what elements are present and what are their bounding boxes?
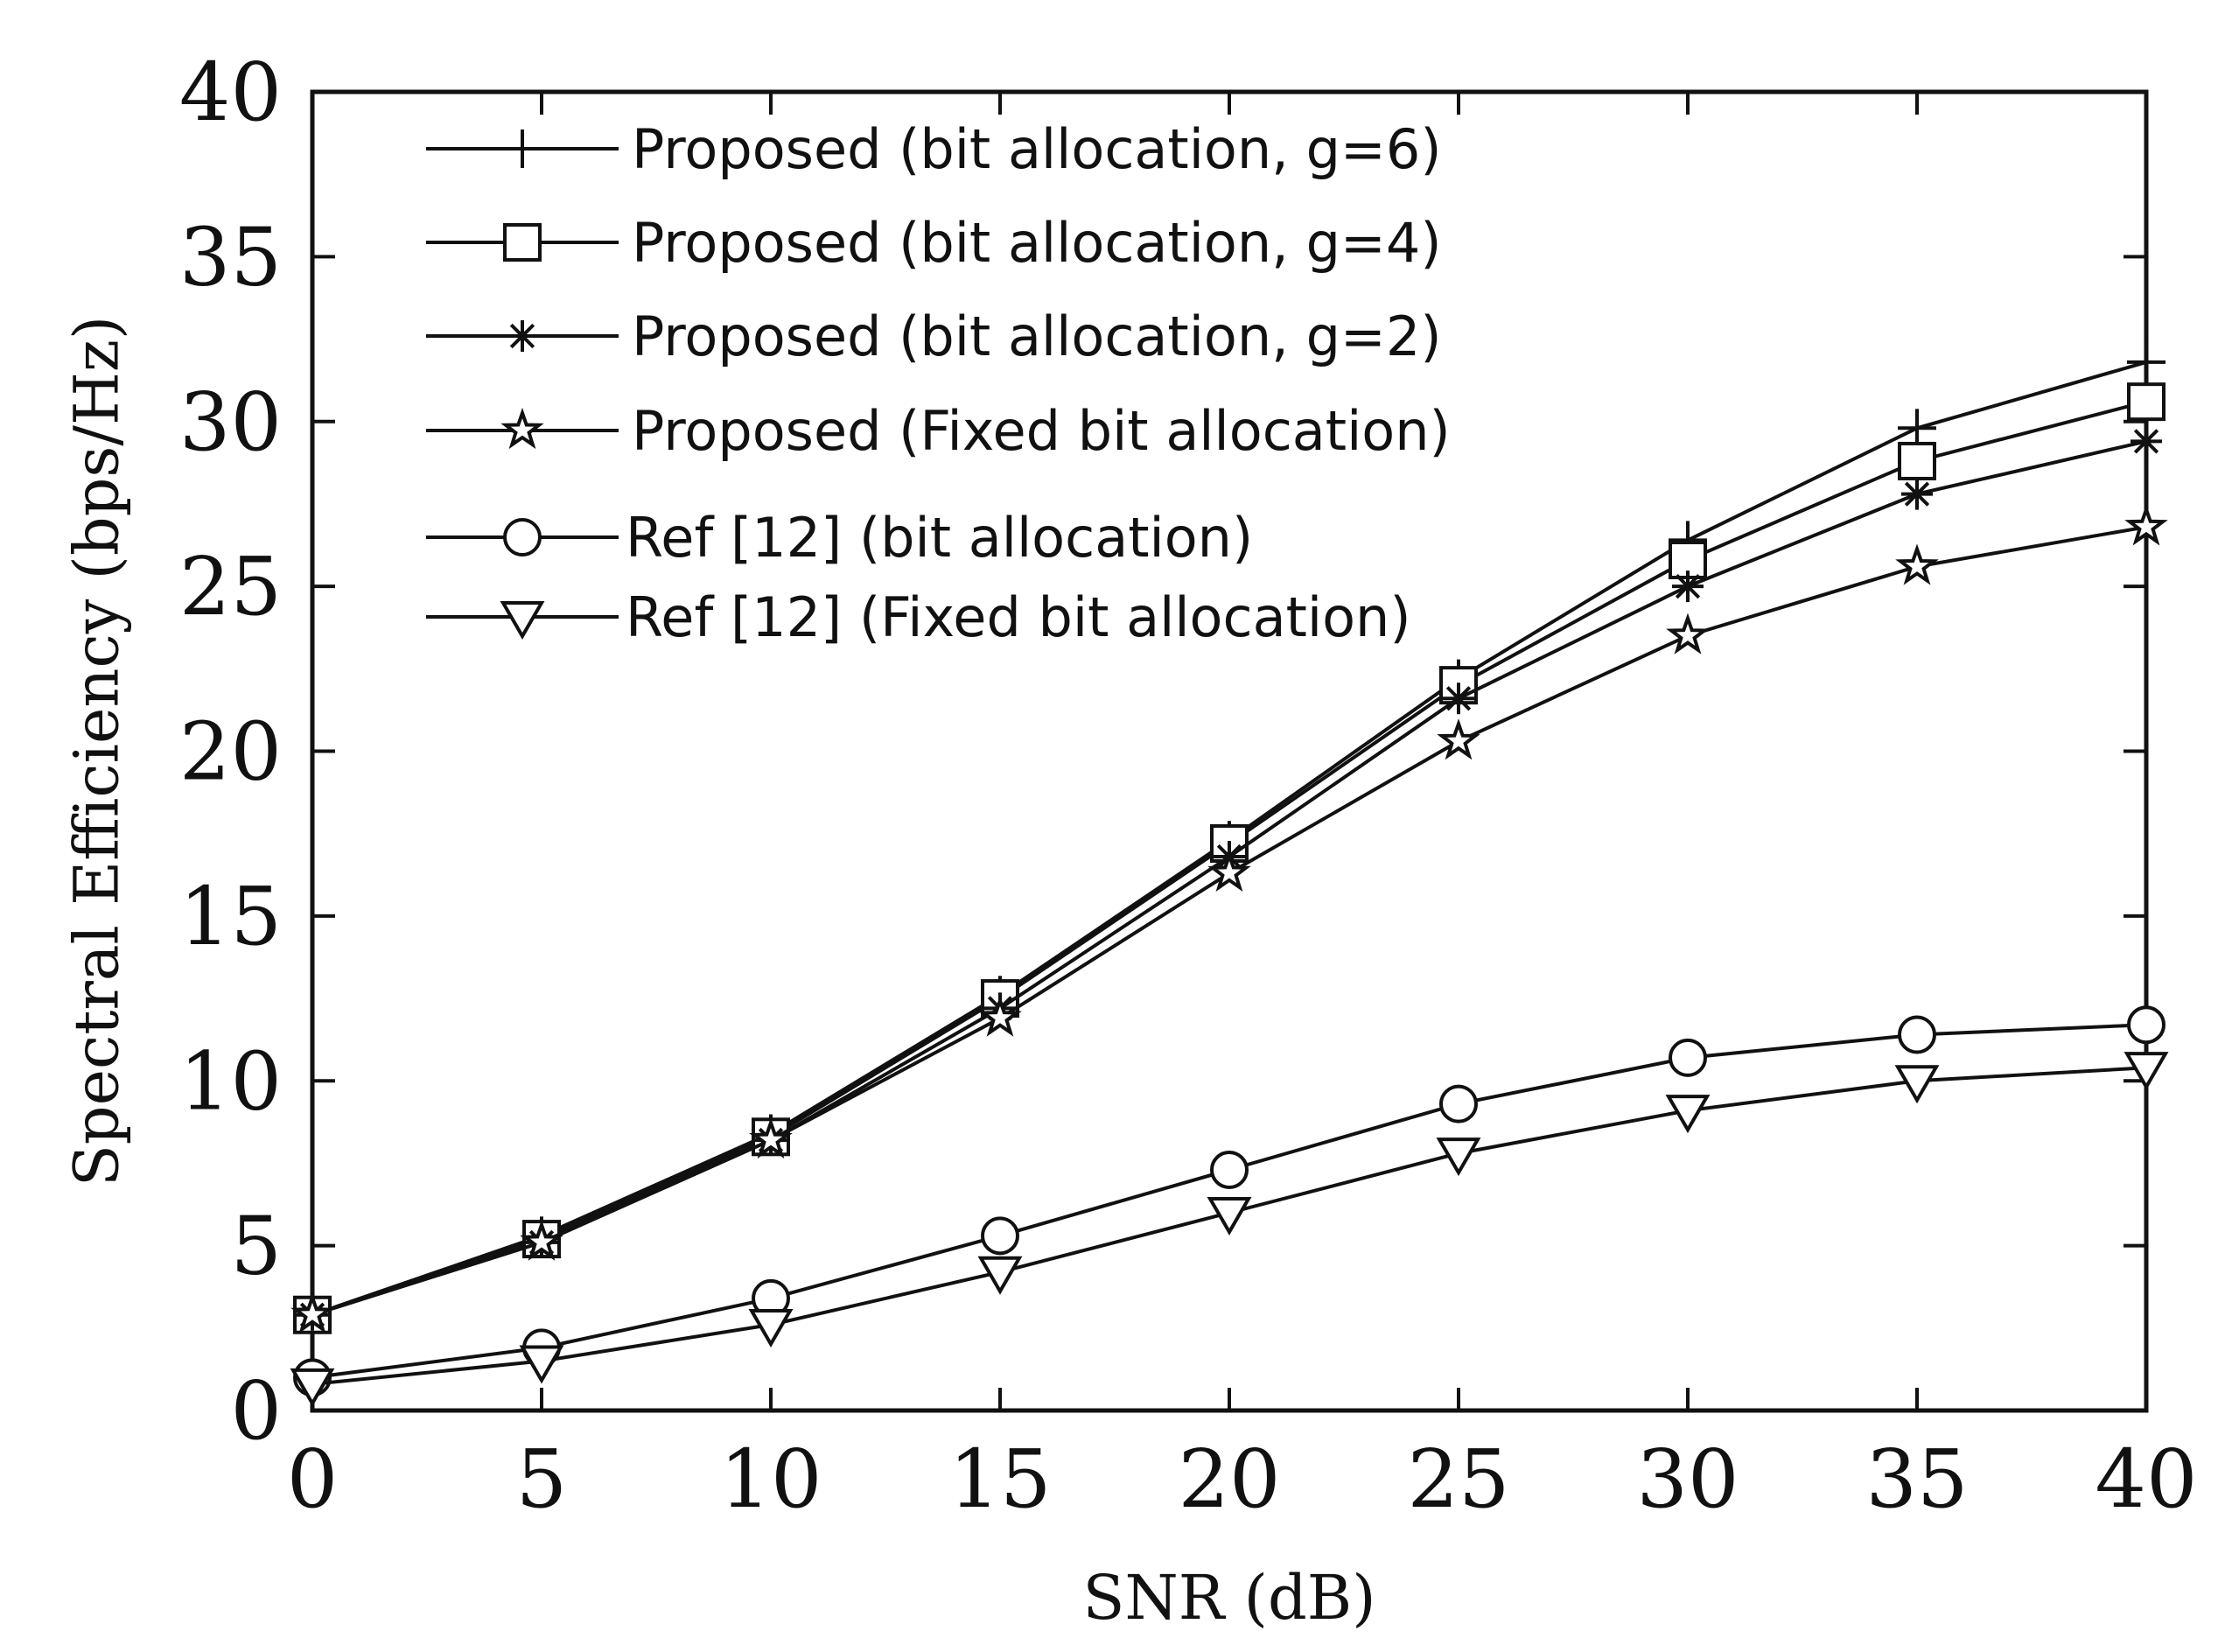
data-point	[1666, 612, 1710, 654]
x-tick-label: 10	[719, 1432, 822, 1526]
series-group	[290, 342, 2169, 1407]
data-point	[2127, 382, 2166, 422]
data-point	[1895, 543, 1939, 585]
legend-marker	[503, 518, 542, 556]
x-tick-label: 15	[948, 1432, 1051, 1526]
data-point	[1672, 570, 1704, 603]
data-point	[1898, 1015, 1936, 1054]
data-point	[748, 1309, 794, 1348]
data-point	[2124, 1052, 2169, 1091]
legend-entry: Proposed (Fixed bit allocation)	[426, 399, 1451, 463]
x-tick-label: 35	[1865, 1432, 1968, 1526]
data-point	[1898, 409, 1936, 448]
data-point	[978, 995, 1022, 1037]
data-point	[2124, 504, 2168, 546]
legend-marker	[500, 407, 544, 450]
legend-marker	[500, 601, 545, 640]
data-point	[290, 1368, 335, 1407]
x-tick-label: 20	[1178, 1432, 1280, 1526]
x-tick-label: 5	[516, 1432, 568, 1526]
data-point	[1894, 1065, 1940, 1104]
series-5	[293, 1005, 2166, 1397]
data-point	[1901, 478, 1933, 510]
legend-entry: Proposed (bit allocation, g=4)	[426, 211, 1442, 275]
series-4	[290, 504, 2168, 1334]
data-point	[1436, 1138, 1481, 1177]
x-tick-label: 25	[1407, 1432, 1509, 1526]
legend-label: Ref [12] (bit allocation)	[626, 506, 1253, 570]
x-tick-label: 30	[1636, 1432, 1739, 1526]
axes: 0 5 10 15 20 25 30 35 40 0 5 10 15 20 25 30 35 40	[179, 46, 2198, 1526]
series-6	[290, 1052, 2169, 1407]
legend: Proposed (bit allocation, g=6) Proposed (…	[426, 117, 1451, 649]
data-point	[2127, 1005, 2166, 1045]
legend-label: Ref [12] (Fixed bit allocation)	[626, 585, 1411, 649]
data-point	[977, 1256, 1023, 1295]
legend-label: Proposed (bit allocation, g=6)	[632, 117, 1442, 181]
data-point	[749, 1117, 793, 1159]
x-axis-title: SNR (dB)	[1082, 1562, 1375, 1634]
legend-label: Proposed (Fixed bit allocation)	[632, 399, 1451, 463]
y-tick-label: 10	[179, 1034, 282, 1128]
data-point	[1439, 1084, 1478, 1124]
legend-entry: Proposed (bit allocation, g=2)	[426, 304, 1442, 368]
data-point	[1443, 682, 1474, 715]
legend-marker	[503, 223, 542, 262]
data-point	[1437, 718, 1480, 760]
legend-label: Proposed (bit allocation, g=2)	[632, 304, 1442, 368]
data-point	[519, 1345, 564, 1384]
data-point	[2127, 342, 2166, 382]
y-axis-title: Spectral Efficiency (bps/Hz)	[61, 316, 133, 1186]
y-tick-label: 0	[230, 1364, 282, 1458]
legend-marker	[503, 130, 542, 168]
y-tick-label: 25	[179, 540, 282, 634]
y-tick-label: 30	[179, 375, 282, 469]
data-point	[2131, 425, 2162, 458]
data-point	[520, 1219, 563, 1261]
y-tick-label: 35	[179, 210, 282, 304]
data-point	[1669, 1038, 1707, 1077]
legend-label: Proposed (bit allocation, g=4)	[632, 211, 1442, 275]
data-point	[1898, 441, 1936, 480]
data-point	[1665, 1095, 1711, 1134]
legend-marker	[507, 320, 538, 352]
x-tick-label: 40	[2095, 1432, 2197, 1526]
x-tick-label: 0	[287, 1432, 339, 1526]
legend-entry: Ref [12] (Fixed bit allocation)	[426, 585, 1411, 649]
data-point	[290, 1292, 334, 1334]
y-tick-label: 20	[179, 705, 282, 799]
legend-entry: Ref [12] (bit allocation)	[426, 506, 1253, 570]
data-point	[1207, 850, 1251, 892]
legend-entry: Proposed (bit allocation, g=6)	[426, 117, 1442, 181]
y-tick-label: 5	[230, 1200, 282, 1293]
y-tick-label: 15	[179, 870, 282, 963]
data-point	[1210, 1150, 1249, 1189]
data-point	[1207, 1196, 1252, 1236]
y-tick-label: 40	[179, 46, 282, 139]
data-point	[981, 1216, 1019, 1256]
